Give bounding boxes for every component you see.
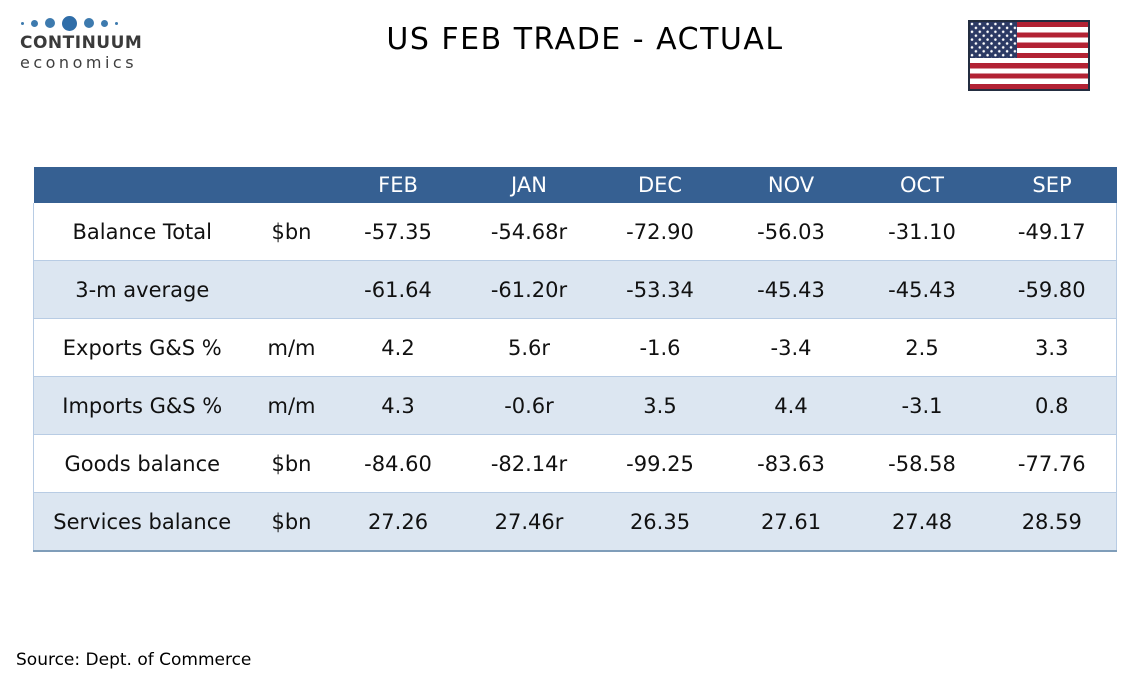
table-cell: 4.4 (725, 376, 857, 435)
column-header (33, 167, 251, 203)
table-cell: 4.2 (332, 318, 464, 377)
column-header-oct: OCT (856, 167, 988, 203)
table-cell: -61.20r (463, 260, 595, 319)
table-cell: 27.46r (463, 492, 595, 552)
table-cell: -31.10 (856, 203, 988, 261)
table-cell: -3.4 (725, 318, 857, 377)
row-label: 3-m average (33, 260, 251, 319)
table-cell: -45.43 (856, 260, 988, 319)
column-header-dec: DEC (594, 167, 726, 203)
column-header-feb: FEB (332, 167, 464, 203)
table-cell: 3.5 (594, 376, 726, 435)
row-label: Imports G&S % (33, 376, 251, 435)
table-row-goods-balance: Goods balance $bn -84.60 -82.14r -99.25 … (33, 434, 1117, 493)
table-row-3m-average: 3-m average -61.64 -61.20r -53.34 -45.43… (33, 260, 1117, 319)
table-cell: -0.6r (463, 376, 595, 435)
table-cell: 5.6r (463, 318, 595, 377)
table-cell: -84.60 (332, 434, 464, 493)
row-unit: $bn (250, 434, 333, 493)
table-cell: -56.03 (725, 203, 857, 261)
column-header-sep: SEP (987, 167, 1117, 203)
table-cell: -57.35 (332, 203, 464, 261)
table-cell: -54.68r (463, 203, 595, 261)
table-cell: 26.35 (594, 492, 726, 552)
logo-name: CONTINUUM (20, 33, 143, 53)
continuum-logo: CONTINUUM economics (20, 14, 142, 72)
table-cell: -45.43 (725, 260, 857, 319)
table-cell: -77.76 (987, 434, 1117, 493)
logo-dot (21, 21, 24, 25)
logo-dots-icon (21, 14, 142, 32)
logo-dot (84, 18, 94, 28)
table-cell: -82.14r (463, 434, 595, 493)
table-cell: -1.6 (594, 318, 726, 377)
table-cell: -49.17 (987, 203, 1117, 261)
table-cell: -99.25 (594, 434, 726, 493)
row-unit: $bn (250, 203, 333, 261)
logo-dot (115, 21, 118, 25)
column-header-nov: NOV (725, 167, 857, 203)
logo-subtitle: economics (20, 52, 138, 72)
flag-canton-stars (970, 22, 1018, 59)
row-label: Goods balance (33, 434, 251, 493)
table-cell: -61.64 (332, 260, 464, 319)
row-label: Balance Total (33, 203, 251, 261)
column-header (250, 167, 333, 203)
table-cell: -53.34 (594, 260, 726, 319)
table-row-balance-total: Balance Total $bn -57.35 -54.68r -72.90 … (33, 203, 1117, 261)
logo-dot (31, 19, 38, 27)
source-note: Source: Dept. of Commerce (16, 650, 252, 670)
table-cell: -83.63 (725, 434, 857, 493)
us-flag-icon (968, 20, 1090, 91)
table-cell: 28.59 (987, 492, 1117, 552)
row-unit: $bn (250, 492, 333, 552)
column-header-jan: JAN (463, 167, 595, 203)
row-label: Services balance (33, 492, 251, 552)
logo-dot (62, 15, 77, 31)
table-cell: -3.1 (856, 376, 988, 435)
table-cell: -72.90 (594, 203, 726, 261)
table-row-imports: Imports G&S % m/m 4.3 -0.6r 3.5 4.4 -3.1… (33, 376, 1117, 435)
table-cell: -59.80 (987, 260, 1117, 319)
table-cell: 2.5 (856, 318, 988, 377)
table-header-row: FEB JAN DEC NOV OCT SEP (33, 167, 1117, 203)
page-title: US FEB TRADE - ACTUAL (386, 22, 784, 57)
table-cell: 3.3 (987, 318, 1117, 377)
table-cell: 4.3 (332, 376, 464, 435)
row-unit: m/m (250, 376, 333, 435)
row-unit (250, 260, 333, 319)
table-cell: -58.58 (856, 434, 988, 493)
table-cell: 27.48 (856, 492, 988, 552)
logo-dot (45, 18, 55, 28)
trade-data-table: FEB JAN DEC NOV OCT SEP Balance Total $b… (33, 167, 1117, 552)
table-cell: 27.26 (332, 492, 464, 552)
table-row-exports: Exports G&S % m/m 4.2 5.6r -1.6 -3.4 2.5… (33, 318, 1117, 377)
logo-dot (101, 19, 108, 27)
row-label: Exports G&S % (33, 318, 251, 377)
table-cell: 27.61 (725, 492, 857, 552)
table-row-services-balance: Services balance $bn 27.26 27.46r 26.35 … (33, 492, 1117, 552)
table-cell: 0.8 (987, 376, 1117, 435)
row-unit: m/m (250, 318, 333, 377)
